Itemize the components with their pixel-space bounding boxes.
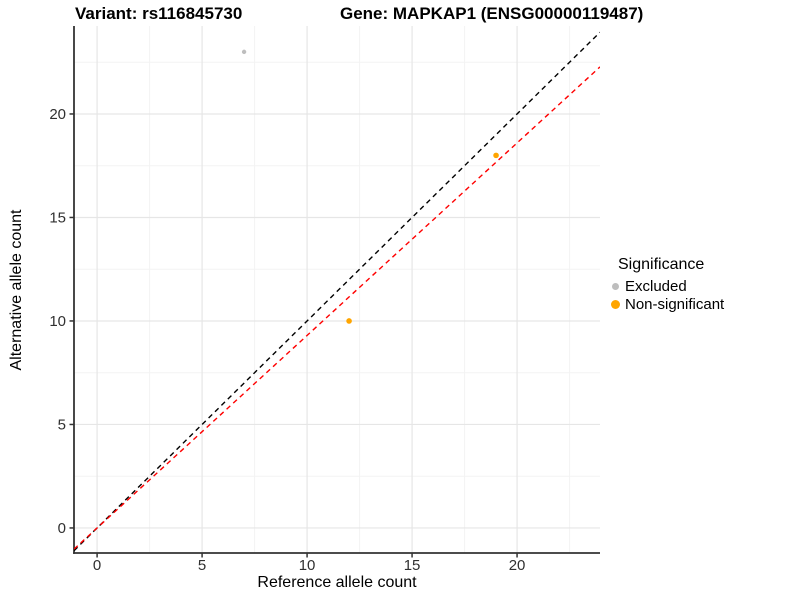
x-tick-label: 15 (404, 557, 421, 574)
x-tick-label: 5 (198, 557, 206, 574)
data-point-excluded (241, 49, 247, 55)
plot-title-gene: Gene: MAPKAP1 (ENSG00000119487) (340, 4, 644, 23)
y-tick-label: 0 (58, 520, 66, 537)
x-tick-label: 10 (299, 557, 316, 574)
legend-item-label: Non-significant (625, 295, 725, 313)
excluded-point-swatch (612, 282, 619, 290)
y-tick-label: 20 (49, 106, 66, 123)
y-tick-label: 5 (58, 416, 66, 433)
y-tick-label: 15 (49, 209, 66, 226)
legend-title: Significance (618, 256, 705, 273)
x-axis-title: Reference allele count (257, 574, 417, 591)
plot-title-variant: Variant: rs116845730 (75, 4, 243, 23)
legend: Significance Excluded Non-significant (611, 256, 724, 313)
data-point-non-significant (346, 318, 352, 324)
data-point-non-significant (493, 152, 499, 159)
non-significant-point-swatch (611, 299, 620, 309)
legend-item-label: Excluded (625, 277, 687, 295)
y-axis-title: Alternative allele count (8, 209, 25, 371)
legend-item-non-significant: Non-significant (611, 295, 724, 313)
expected-ratio-reference-line (74, 66, 600, 550)
legend-item-excluded: Excluded (611, 277, 724, 295)
y-tick-label: 10 (49, 313, 66, 330)
identity-reference-line (74, 31, 600, 552)
x-tick-label: 0 (93, 557, 101, 574)
x-tick-label: 20 (509, 557, 526, 574)
